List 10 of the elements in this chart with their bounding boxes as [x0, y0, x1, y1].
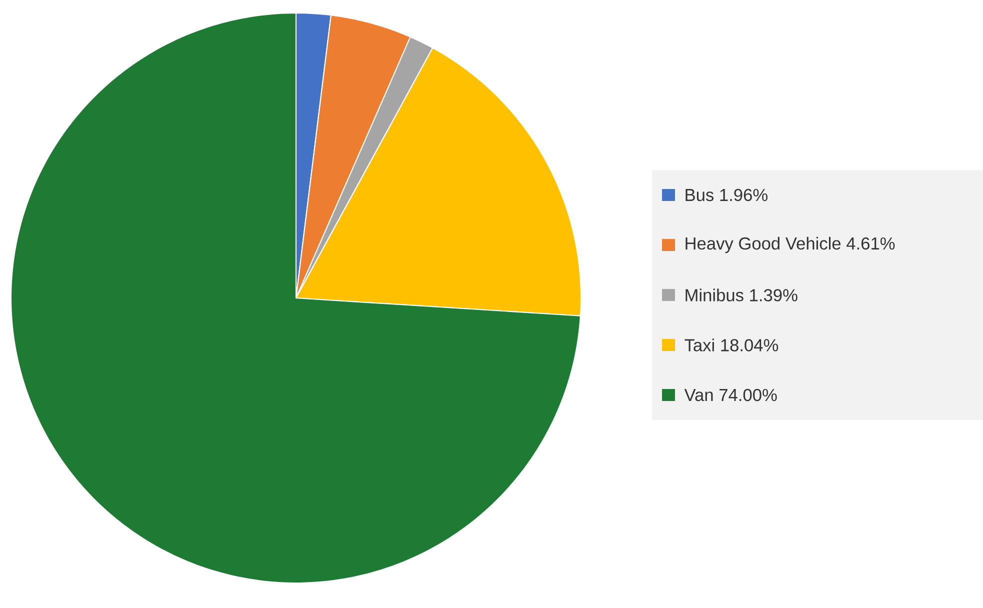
legend-label: Bus — [686, 189, 714, 202]
data-label: 18.04% — [721, 339, 778, 352]
legend-label: Minibus — [686, 288, 744, 302]
data-label: 1.39% — [750, 289, 798, 302]
legend-label: Van — [684, 389, 713, 402]
data-label: 1.96% — [720, 188, 768, 202]
legend-label: Taxi — [684, 338, 714, 352]
data-label: 4.61% — [846, 237, 895, 250]
legend-label: Heavy Good Vehicle — [686, 236, 841, 254]
data-label: 74.00% — [720, 388, 777, 402]
